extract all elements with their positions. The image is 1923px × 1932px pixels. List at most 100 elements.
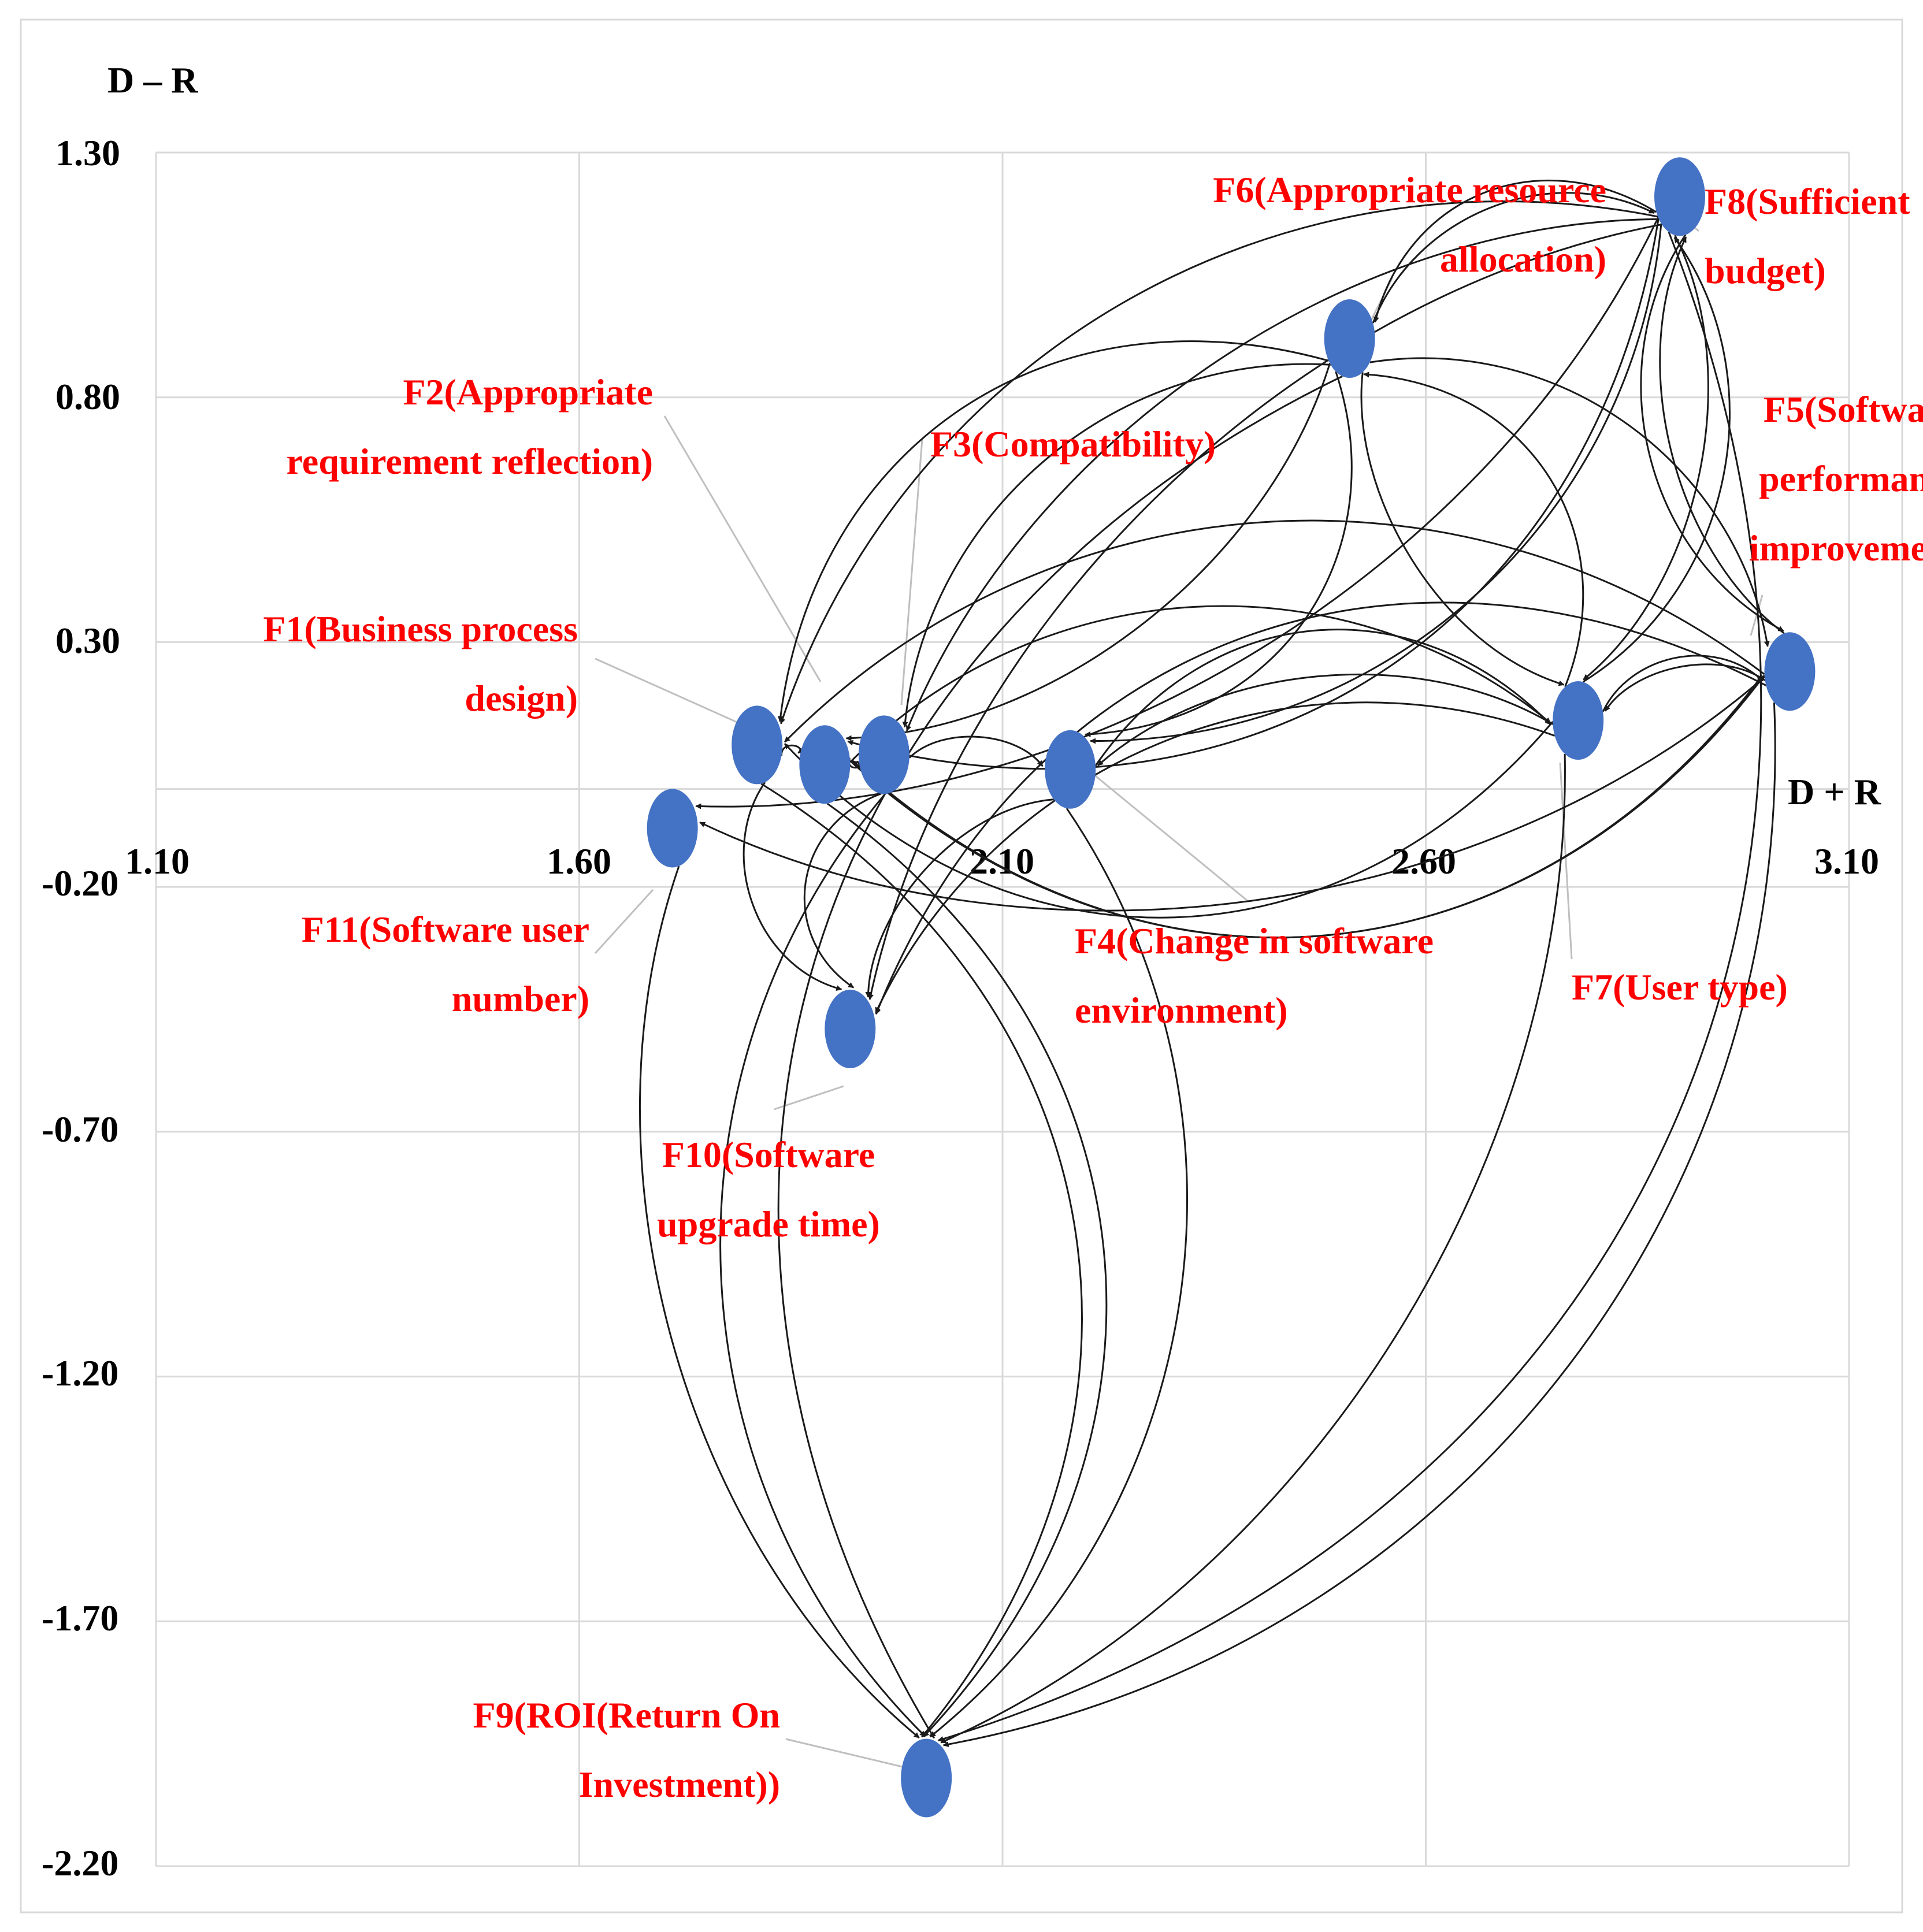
arrow-f1-to-f10 [743, 782, 842, 991]
label-f11-line-1: number) [452, 978, 589, 1019]
arrow-f5-to-f2 [852, 674, 1765, 939]
arrow-f5-to-f11 [699, 676, 1765, 912]
x-tick-1-60: 1.60 [547, 841, 611, 882]
y-tick-neg-2-20: -2.20 [42, 1842, 118, 1883]
y-tick-1-30: 1.30 [55, 132, 120, 173]
node-f4 [1045, 730, 1096, 809]
label-f9: F9(ROI(Return On Investment)) [473, 1695, 780, 1805]
leader-f2 [663, 415, 822, 682]
arrow-f7-to-f9 [940, 753, 1566, 1744]
arrow-f3-to-f4 [908, 735, 1044, 767]
label-f5-line-2: improvement) [1749, 527, 1923, 569]
leader-f1 [595, 657, 763, 735]
arrow-f8-to-f9 [937, 232, 1762, 1742]
arrow-f5-to-f9 [942, 702, 1776, 1748]
label-f8: F8(Sufficient budget) [1705, 181, 1910, 291]
arrow-f7-to-f8 [1582, 237, 1731, 683]
label-f7-line-0: F7(User type) [1572, 967, 1788, 1008]
arrow-f8-to-f6 [1373, 179, 1657, 323]
arrow-f6-to-f2 [845, 363, 1331, 741]
label-f7: F7(User type) [1572, 967, 1788, 1008]
label-f10: F10(Software upgrade time) [657, 1134, 880, 1244]
arrow-f6-to-f8 [1372, 192, 1655, 324]
arrow-f8-to-f4 [1090, 223, 1662, 744]
leader-f7 [1559, 762, 1573, 960]
label-f9-line-1: Investment)) [579, 1764, 780, 1805]
arrow-f4-to-f10 [865, 798, 1054, 998]
label-f4-line-1: environment) [1075, 990, 1288, 1031]
x-tick-2-60: 2.60 [1391, 841, 1456, 882]
label-f8-line-1: budget) [1705, 250, 1826, 291]
label-f2-line-0: F2(Appropriate [403, 371, 653, 413]
label-f5-line-1: performance [1759, 458, 1923, 499]
label-f5-line-0: F5(Software [1764, 389, 1923, 430]
arrow-f7-to-f4 [1097, 674, 1554, 766]
label-f6-line-1: allocation) [1440, 239, 1606, 280]
x-tick-1-10: 1.10 [125, 841, 190, 882]
node-f9 [901, 1738, 952, 1818]
node-f1 [732, 705, 783, 785]
label-f11: F11(Software user number) [302, 909, 589, 1019]
gridlines [155, 151, 1850, 1867]
label-f10-line-1: upgrade time) [657, 1203, 880, 1244]
arrow-f2-to-f5 [849, 675, 1763, 939]
arrow-f8-to-f3 [905, 218, 1659, 731]
label-f2: F2(Appropriate requirement reflection) [287, 371, 653, 482]
y-tick-neg-1-20: -1.20 [42, 1353, 118, 1394]
label-f11-line-0: F11(Software user [302, 909, 589, 950]
leader-f9 [785, 1738, 908, 1769]
label-f9-line-0: F9(ROI(Return On [473, 1695, 780, 1736]
y-tick-neg-0-70: -0.70 [42, 1109, 118, 1150]
y-tick-0-80: 0.80 [55, 376, 120, 417]
label-f2-line-1: requirement reflection) [287, 441, 653, 482]
node-f7 [1553, 681, 1604, 760]
arrow-f2-to-f7 [849, 605, 1551, 763]
relation-arrows [638, 179, 1785, 1748]
arrow-f7-to-f6 [1363, 371, 1584, 688]
arrow-f8-to-f1 [779, 200, 1658, 724]
arrow-f4-to-f7 [1094, 629, 1551, 767]
arrow-f5-to-f1 [784, 519, 1765, 743]
arrow-f7-to-f5 [1602, 655, 1764, 712]
arrow-f1-to-f9 [760, 783, 1083, 1738]
leader-f10 [774, 1085, 844, 1110]
x-tick-3-10: 3.10 [1814, 841, 1879, 882]
arrow-f8-to-f5 [1640, 234, 1784, 632]
arrow-f8-to-f11 [695, 217, 1660, 809]
arrow-f6-to-f7 [1360, 372, 1565, 686]
leader-f3 [900, 439, 923, 705]
leader-f11 [594, 889, 654, 954]
y-axis-title: D – R [107, 60, 198, 101]
node-f3 [858, 715, 909, 794]
arrow-f11-to-f9 [638, 865, 920, 1739]
arrow-f7-to-f10 [875, 701, 1556, 1013]
factor-labels: F1(Business process design) F2(Appropriate… [263, 169, 1923, 1805]
node-f8 [1654, 157, 1705, 236]
node-f11 [647, 789, 698, 868]
arrow-f5-to-f7 [1604, 663, 1766, 712]
arrow-f8-to-f10 [868, 223, 1662, 1000]
arrow-f5-to-f8 [1659, 236, 1785, 634]
label-f1-line-1: design) [465, 678, 578, 719]
node-f6 [1324, 299, 1375, 378]
leader-f4 [1086, 767, 1249, 902]
y-tick-neg-0-20: -0.20 [42, 863, 118, 904]
label-f8-line-0: F8(Sufficient [1705, 181, 1910, 222]
arrow-f2-to-f9 [826, 802, 1108, 1737]
label-f4-line-0: F4(Change in software [1075, 920, 1434, 961]
x-axis-title: D + R [1788, 771, 1881, 812]
label-f1-line-0: F1(Business process [263, 608, 578, 649]
label-f6: F6(Appropriate resource allocation) [1213, 169, 1606, 280]
label-f5: F5(Software performance improvement) [1749, 389, 1923, 569]
arrow-f6-to-f1 [777, 340, 1329, 722]
label-f6-line-0: F6(Appropriate resource [1213, 169, 1606, 210]
arrow-f3-to-f9 [719, 793, 926, 1737]
node-f2 [799, 725, 851, 804]
axis-labels: D – R D + R 1.10 1.60 2.10 2.60 3.10 1.3… [42, 60, 1881, 1883]
node-f5 [1764, 632, 1816, 711]
label-f4: F4(Change in software environment) [1075, 920, 1434, 1031]
arrow-f6-to-f3 [902, 363, 1331, 728]
arrow-f3-to-f10 [803, 793, 882, 989]
label-leader-lines [594, 201, 1764, 1769]
